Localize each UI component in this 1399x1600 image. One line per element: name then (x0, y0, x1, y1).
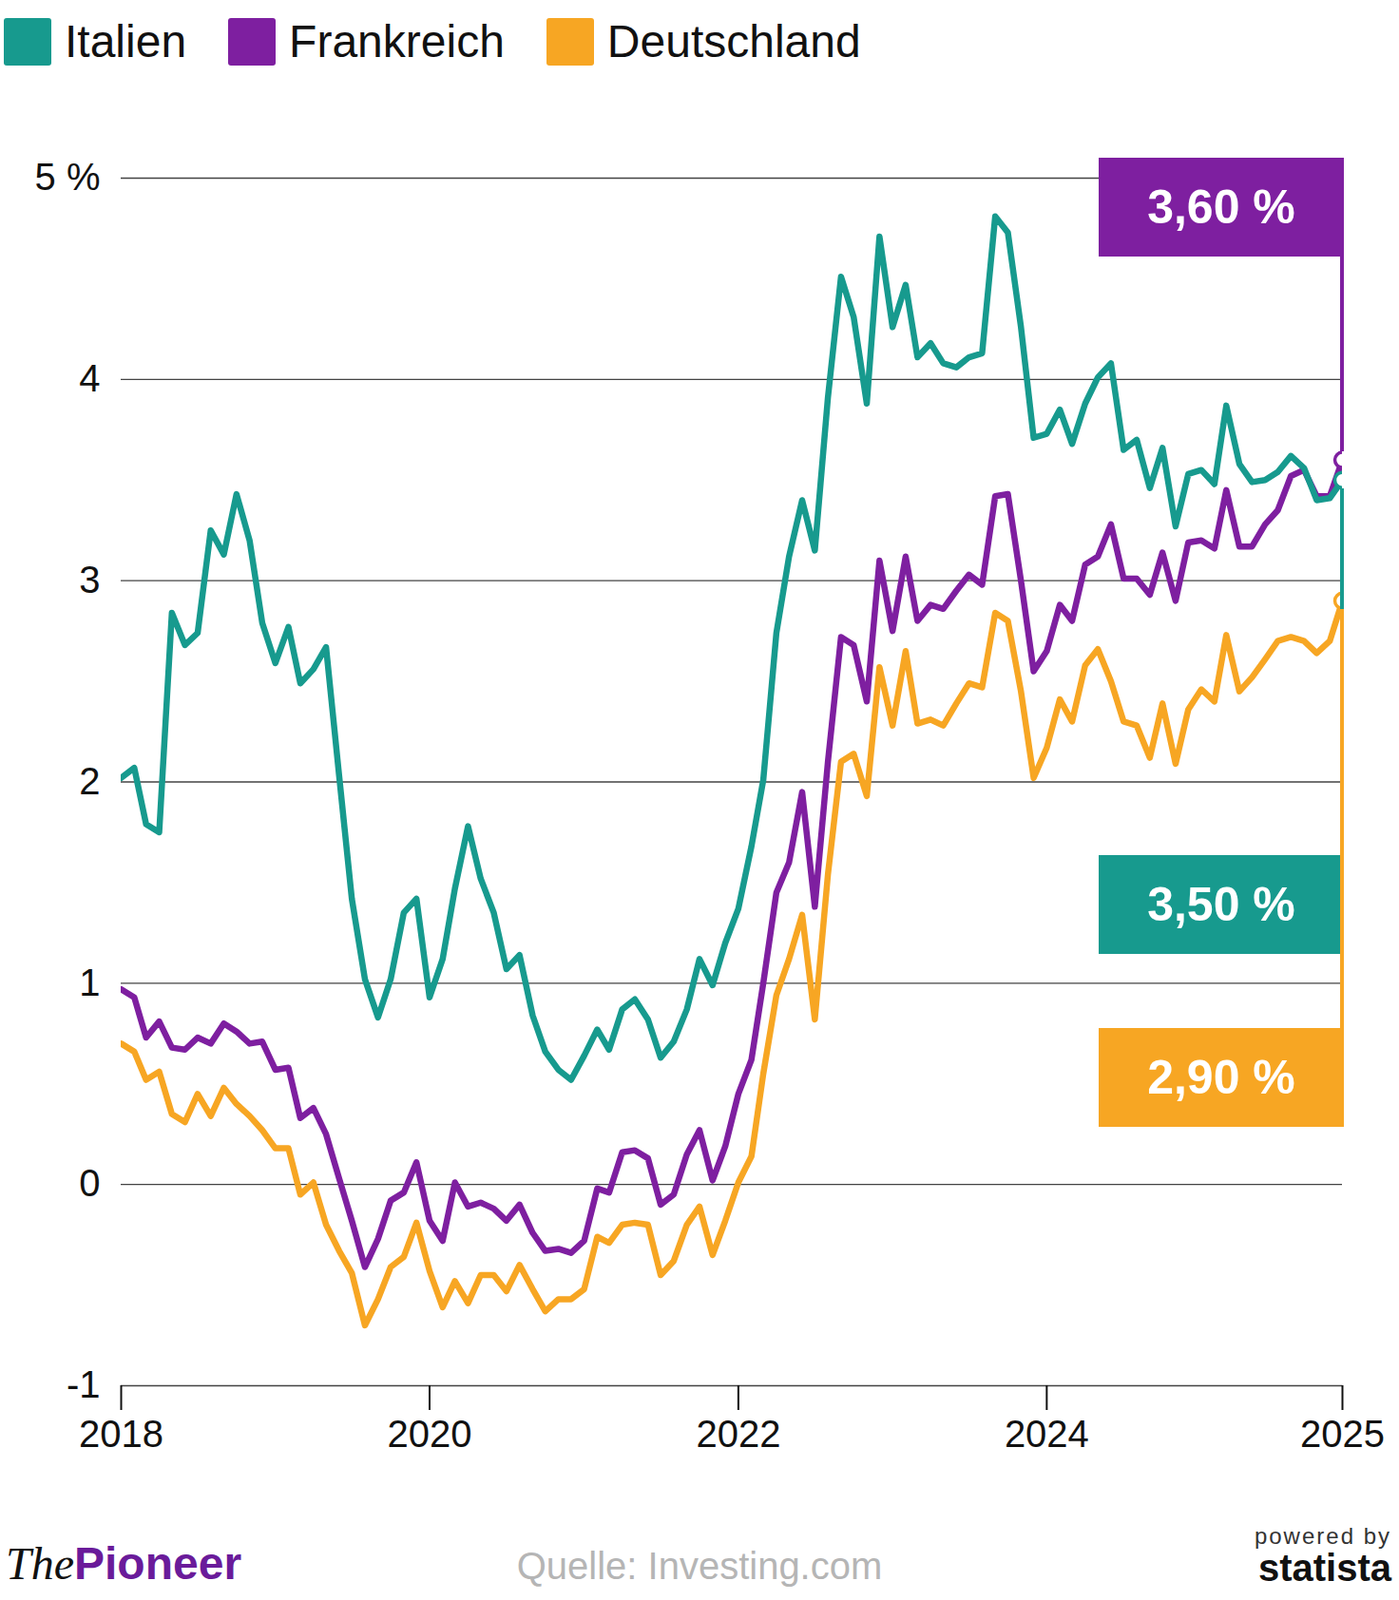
html-text:3,60 %: 3,60 % (1147, 180, 1296, 234)
svg-text:2020: 2020 (386, 1413, 472, 1456)
svg-text:0: 0 (78, 1162, 100, 1205)
svg-text:2024: 2024 (1004, 1413, 1090, 1456)
html-text:2,90 %: 2,90 % (1147, 1051, 1296, 1105)
html-text:statista: statista (1258, 1547, 1392, 1590)
svg-text:1: 1 (78, 961, 100, 1004)
html-text:Quelle: Investing.com: Quelle: Investing.com (516, 1545, 883, 1588)
svg-text:2018: 2018 (78, 1413, 164, 1456)
html-text:Deutschland: Deutschland (607, 16, 861, 67)
svg-text:4: 4 (78, 357, 100, 400)
svg-text:2025: 2025 (1300, 1413, 1385, 1456)
html-text:powered by: powered by (1254, 1523, 1392, 1550)
svg-text:2: 2 (78, 760, 100, 803)
html-text:3,50 %: 3,50 % (1147, 878, 1296, 932)
svg-text:2022: 2022 (695, 1413, 781, 1456)
svg-text:3: 3 (78, 558, 100, 601)
html-text:Italien: Italien (64, 16, 187, 67)
html-text:Frankreich: Frankreich (289, 16, 505, 67)
svg-text:5 %: 5 % (35, 155, 101, 198)
html-text:The Pioneer: The Pioneer (5, 1538, 242, 1590)
svg-text:-1: -1 (66, 1363, 101, 1406)
